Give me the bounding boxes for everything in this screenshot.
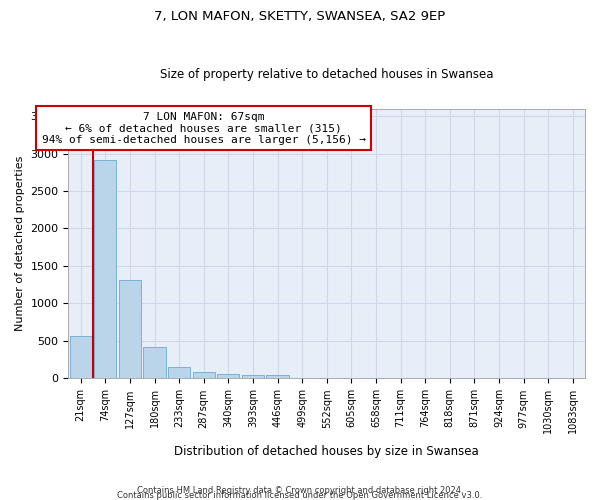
Bar xyxy=(217,374,239,378)
Title: Size of property relative to detached houses in Swansea: Size of property relative to detached ho… xyxy=(160,68,493,81)
Bar xyxy=(266,375,289,378)
Bar xyxy=(242,374,264,378)
Bar xyxy=(119,280,141,378)
Bar xyxy=(168,367,190,378)
Bar xyxy=(143,348,166,378)
Text: 7 LON MAFON: 67sqm
← 6% of detached houses are smaller (315)
94% of semi-detache: 7 LON MAFON: 67sqm ← 6% of detached hous… xyxy=(42,112,366,145)
Y-axis label: Number of detached properties: Number of detached properties xyxy=(15,156,25,331)
Text: Contains public sector information licensed under the Open Government Licence v3: Contains public sector information licen… xyxy=(118,491,482,500)
Bar xyxy=(193,372,215,378)
X-axis label: Distribution of detached houses by size in Swansea: Distribution of detached houses by size … xyxy=(175,444,479,458)
Text: 7, LON MAFON, SKETTY, SWANSEA, SA2 9EP: 7, LON MAFON, SKETTY, SWANSEA, SA2 9EP xyxy=(154,10,446,23)
Text: Contains HM Land Registry data © Crown copyright and database right 2024.: Contains HM Land Registry data © Crown c… xyxy=(137,486,463,495)
Bar xyxy=(70,336,92,378)
Bar xyxy=(94,160,116,378)
